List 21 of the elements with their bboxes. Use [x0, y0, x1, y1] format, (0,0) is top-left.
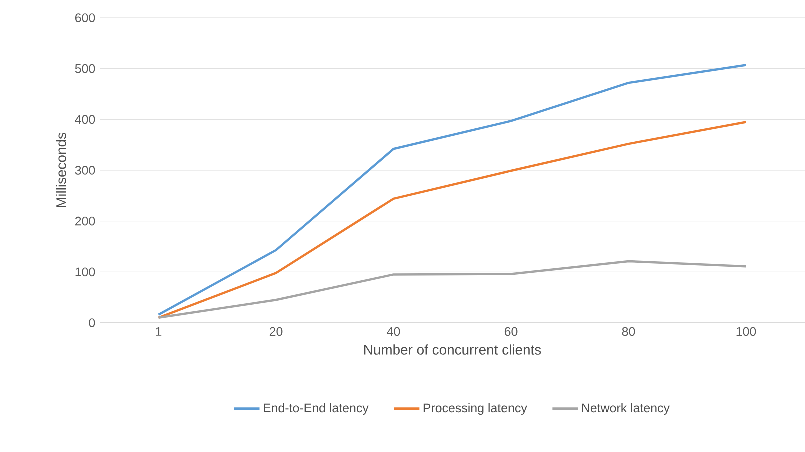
y-tick-label: 500: [75, 64, 96, 74]
y-tick-label: 600: [76, 14, 96, 22]
y-tick-label: 400: [75, 115, 96, 124]
y-axis-title: Milliseconds: [56, 133, 66, 208]
legend-label: End-to-End latency: [264, 403, 369, 416]
x-tick-label: 60: [504, 327, 518, 336]
x-tick-label: 40: [387, 327, 400, 336]
line-series: [158, 64, 748, 316]
legend-label: Processing latency: [424, 403, 528, 416]
x-tick-label: 80: [622, 327, 636, 336]
y-tick-label: 100: [76, 268, 96, 277]
y-tick-label: 300: [75, 166, 96, 175]
y-tick-label: 200: [76, 216, 96, 226]
x-axis-title: Number of concurrent clients: [364, 344, 542, 355]
x-tick-label: 20: [270, 327, 283, 336]
legend-label: Network latency: [582, 403, 670, 416]
line-series: [158, 121, 748, 320]
line-series: [158, 260, 748, 320]
y-tick-label: 0: [89, 318, 96, 328]
x-tick-label: 1: [156, 327, 162, 336]
x-tick-label: 100: [736, 327, 756, 336]
